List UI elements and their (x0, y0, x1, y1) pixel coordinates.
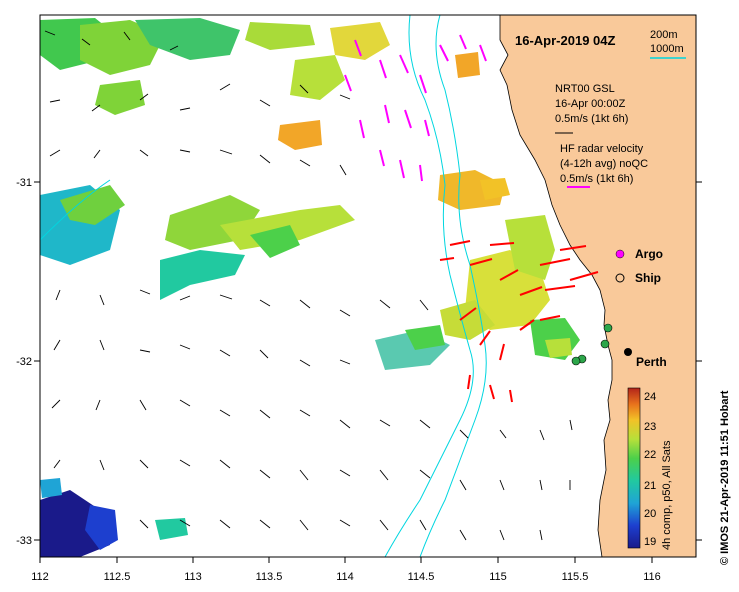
model-legend: NRT00 GSL 16-Apr 00:00Z 0.5m/s (1kt 6h) (555, 83, 628, 134)
x-tick-label: 114 (336, 571, 354, 583)
svg-text:Perth: Perth (636, 355, 667, 369)
station-markers (571, 323, 613, 366)
x-tick-label: 115 (489, 571, 507, 583)
colorbar-tick: 22 (644, 449, 656, 461)
map-plot-area (40, 15, 696, 557)
y-tick-label: -33 (16, 535, 32, 547)
colorbar-tick: 23 (644, 421, 656, 433)
model-velocity-arrows (44, 30, 573, 541)
land-western-australia (499, 15, 696, 557)
svg-text:16-Apr 00:00Z: 16-Apr 00:00Z (555, 98, 626, 110)
ship-legend: Ship (615, 271, 661, 285)
map-frame (39, 14, 697, 558)
svg-text:HF radar velocity: HF radar velocity (560, 143, 644, 155)
y-tick-label: -32 (16, 356, 32, 368)
svg-text:200m: 200m (650, 29, 678, 41)
credit-text: © IMOS 21-Apr-2019 11:51 Hobart (719, 390, 731, 565)
model-gsl-arrows (344, 34, 487, 182)
sst-colorbar: 24 23 22 21 20 19 4h comp, p50, All Sats (627, 387, 673, 550)
x-axis (39, 557, 653, 563)
x-tick-label: 112.5 (104, 571, 131, 583)
colorbar-tick: 21 (644, 480, 656, 492)
svg-text:0.5m/s (1kt 6h): 0.5m/s (1kt 6h) (555, 113, 628, 125)
y-tick-label: -31 (16, 177, 32, 189)
depth-legend: 200m 1000m (650, 29, 686, 59)
radar-legend: HF radar velocity (4-12h avg) noQC 0.5m/… (560, 143, 648, 188)
x-tick-label: 116 (643, 571, 661, 583)
svg-text:0.5m/s (1kt 6h): 0.5m/s (1kt 6h) (560, 173, 633, 185)
map-title: 16-Apr-2019 04Z (515, 33, 615, 48)
svg-text:Argo: Argo (635, 247, 663, 261)
argo-legend: Argo (615, 247, 663, 261)
bathymetry-contours (40, 15, 487, 557)
x-tick-label: 113.5 (256, 571, 283, 583)
colorbar-tick: 20 (644, 508, 656, 520)
x-tick-label: 115.5 (562, 571, 589, 583)
svg-text:NRT00 GSL: NRT00 GSL (555, 83, 615, 95)
x-tick-label: 113 (184, 571, 202, 583)
colorbar-tick: 24 (644, 391, 656, 403)
x-tick-label: 112 (31, 571, 49, 583)
svg-text:(4-12h avg) noQC: (4-12h avg) noQC (560, 158, 648, 170)
colorbar-caption: 4h comp, p50, All Sats (661, 440, 673, 550)
svg-text:Ship: Ship (635, 271, 661, 285)
perth-marker: Perth (624, 348, 667, 369)
colorbar-tick: 19 (644, 536, 656, 548)
svg-text:1000m: 1000m (650, 43, 684, 55)
y-axis (34, 181, 702, 541)
x-tick-label: 114.5 (408, 571, 435, 583)
hf-radar-velocity-arrows (439, 240, 599, 403)
sst-patches (40, 18, 580, 557)
